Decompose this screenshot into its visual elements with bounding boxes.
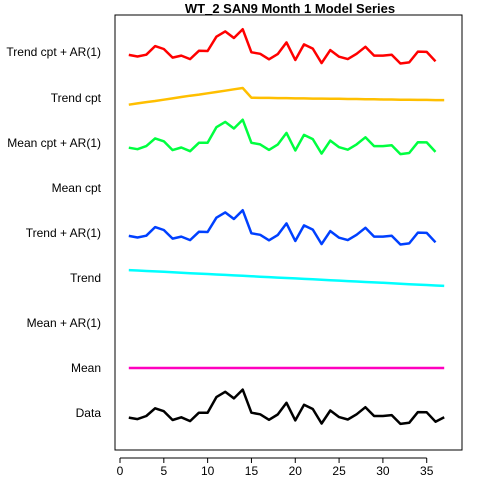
plot-frame bbox=[114, 14, 463, 451]
x-tick-label-10: 10 bbox=[201, 464, 215, 478]
series-label-mean: Mean bbox=[71, 361, 101, 375]
series-label-trend-cpt-ar-1: Trend cpt + AR(1) bbox=[6, 45, 101, 59]
series-line-data bbox=[128, 388, 445, 426]
series-label-trend-cpt: Trend cpt bbox=[51, 91, 102, 105]
series-line-trend-ar-1 bbox=[128, 208, 437, 246]
series-line-mean-cpt-ar-1 bbox=[128, 118, 437, 156]
x-tick-label-35: 35 bbox=[420, 464, 434, 478]
x-tick-label-25: 25 bbox=[332, 464, 346, 478]
series-label-mean-cpt-ar-1: Mean cpt + AR(1) bbox=[7, 136, 101, 150]
series-labels: Trend cpt + AR(1) Trend cpt Mean cpt + AR(… bbox=[6, 45, 101, 420]
series-label-trend: Trend bbox=[70, 271, 101, 285]
x-tick-label-0: 0 bbox=[117, 464, 124, 478]
x-tick-label-15: 15 bbox=[245, 464, 259, 478]
series-line-trend-cpt-ar-1 bbox=[128, 27, 437, 65]
x-tick-label-5: 5 bbox=[160, 464, 167, 478]
series-label-mean-ar-1: Mean + AR(1) bbox=[27, 316, 101, 330]
x-tick-label-30: 30 bbox=[376, 464, 390, 478]
series-label-data: Data bbox=[76, 406, 102, 420]
chart-title: WT_2 SAN9 Month 1 Model Series bbox=[185, 1, 395, 16]
series-line-trend bbox=[128, 268, 445, 288]
series-label-mean-cpt: Mean cpt bbox=[52, 181, 102, 195]
series-line-trend-cpt bbox=[128, 86, 445, 106]
series-lines bbox=[128, 27, 445, 426]
series-label-trend-ar-1: Trend + AR(1) bbox=[26, 226, 101, 240]
x-tick-label-20: 20 bbox=[289, 464, 303, 478]
x-axis: 0 5 10 15 20 25 30 35 bbox=[117, 457, 434, 478]
